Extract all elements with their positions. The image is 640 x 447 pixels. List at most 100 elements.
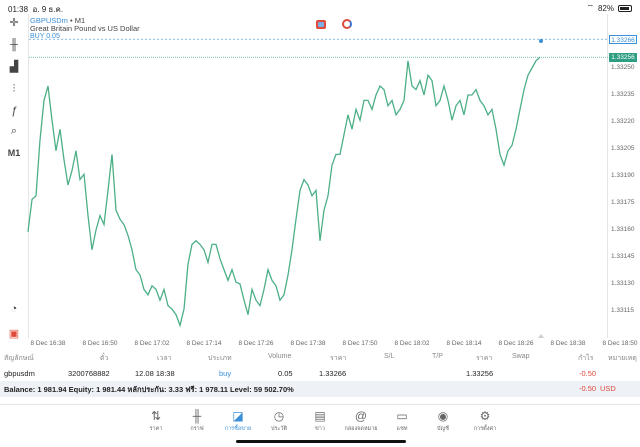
header-tp: T/P [432,353,443,360]
mail-icon: @ [354,409,368,423]
cell-open-price: 1.33266 [319,369,347,378]
indicators-icon[interactable]: ▟ [9,61,19,73]
price-line [27,56,541,328]
header-symbol: สัญลักษณ์ [4,355,34,362]
cell-profit: -0.50 [579,369,597,378]
y-tick-label: 1.33220 [611,118,635,125]
x-tick-label: 8 Dec 18:14 [446,340,482,347]
currency: USD [600,384,616,393]
nav-news[interactable]: ▤ ข่าว [295,409,345,433]
nav-label: ข่าว [315,426,325,432]
cell-price: 1.33256 [466,369,494,378]
header-time: เวลา [157,355,172,362]
x-tick-label: 8 Dec 17:50 [342,340,378,347]
y-tick-label: 1.33160 [611,226,635,233]
balance-bar: Balance: 1 981.94 Equity: 1 981.44 หลักป… [0,381,640,397]
nav-label: ราคา [149,426,163,432]
home-indicator [236,440,406,443]
nav-settings[interactable]: ⚙ การตั้งค่า [460,409,510,433]
x-tick-label: 8 Dec 17:38 [290,340,326,347]
nav-label: ประวัติ [270,426,288,432]
header-ticket: ตั๋ว [100,355,109,362]
cell-type: buy [219,369,232,378]
chart-symbol: GBPUSDm • M1 [30,16,86,25]
nav-label: แชท [396,426,408,432]
chart-svg [27,38,608,338]
y-tick-label: 1.33190 [611,172,635,179]
nav-chart[interactable]: ╫ กราฟ [172,409,222,433]
x-tick-label: 8 Dec 18:50 [602,340,638,347]
account-icon: ◉ [437,409,449,423]
header-swap: Swap [512,353,530,360]
candles-icon: ╫ [192,409,202,423]
cell-ticket: 3200768882 [68,369,110,378]
header-volume: Volume [268,353,292,360]
balance-summary: Balance: 1 981.94 Equity: 1 981.44 หลักป… [4,385,294,394]
nav-quotes[interactable]: ⇅ ราคา [131,409,181,433]
trade-chart-icon: ◪ [232,409,244,423]
nav-account[interactable]: ◉ บัญชี [418,409,468,433]
x-tick-label: 8 Dec 18:38 [550,340,586,347]
status-time: 01:38 อ. 9 ธ.ค. [8,5,64,14]
crosshair-icon[interactable]: ✛ [9,17,19,29]
symbol-description: Great Britain Pound vs US Dollar [30,24,140,33]
function-icon[interactable]: ƒ [10,105,18,117]
x-tick-label: 8 Dec 18:26 [498,340,534,347]
trade-panel-icon[interactable] [316,20,326,29]
order-label: BUY 0.05 [30,33,60,40]
nav-label: การตั้งค่า [473,426,497,432]
y-tick-label: 1.33250 [611,64,635,71]
nav-history[interactable]: ◷ ประวัติ [254,409,304,433]
y-tick-label: 1.33130 [611,280,635,287]
nav-label: การซื้อขาย [224,426,252,432]
cell-symbol: gbpusdm [4,369,35,378]
nav-chat[interactable]: ▭ แชท [377,409,427,433]
y-tick-label: 1.33145 [611,253,635,260]
bottom-nav: ⇅ ราคา ╫ กราฟ ◪ การซื้อขาย ◷ ประวัติ ▤ ข่าว @… [0,404,640,447]
chat-icon: ▭ [396,409,408,423]
history-icon: ◷ [273,409,285,423]
nav-label: กล่องจดหมาย [344,426,378,432]
price-chart[interactable] [28,14,608,338]
speedometer-icon[interactable]: ◔ [10,303,18,315]
status-bar: 01:38 อ. 9 ธ.ค. ⌔ 82% [0,0,640,14]
signal-icon[interactable] [342,19,352,29]
battery-icon [618,4,632,12]
one-click-trading-icon[interactable]: ▣ [8,328,20,340]
sliders-icon[interactable]: ⫶ [12,83,16,95]
bid-price-tag: 1.33256 [609,53,637,62]
total-profit: -0.50 [579,384,597,393]
objects-icon[interactable]: ⌕ [10,125,18,137]
position-row[interactable]: gbpusdm 3200768882 12.08 18:38 buy 0.05 … [0,366,640,380]
order-marker [539,39,543,43]
y-tick-label: 1.33175 [611,199,635,206]
x-tick-label: 8 Dec 17:02 [134,340,170,347]
news-icon: ▤ [314,409,326,423]
ask-price-tag: 1.33266 [609,35,637,44]
positions-header: สัญลักษณ์ ตั๋ว เวลา ประเภท Volume ราคา S… [0,350,640,364]
cell-time: 12.08 18:38 [135,369,175,378]
header-sl: S/L [384,353,395,360]
arrows-icon: ⇅ [150,409,162,423]
cell-volume: 0.05 [278,369,293,378]
header-profit: กำไร [578,355,594,362]
x-tick-label: 8 Dec 17:26 [238,340,274,347]
nav-mailbox[interactable]: @ กล่องจดหมาย [336,409,386,433]
x-tick-label: 8 Dec 17:14 [186,340,222,347]
nav-trade[interactable]: ◪ การซื้อขาย [213,409,263,433]
timeframe-button[interactable]: M1 [7,148,21,158]
x-tick-label: 8 Dec 16:38 [30,340,66,347]
header-type: ประเภท [208,355,232,362]
y-tick-label: 1.33205 [611,145,635,152]
nav-label: บัญชี [437,426,449,432]
y-tick-label: 1.33115 [611,307,635,314]
candles-icon[interactable]: ╫ [10,39,18,51]
x-tick-label: 8 Dec 18:02 [394,340,430,347]
y-tick-label: 1.33235 [611,91,635,98]
scroll-marker[interactable] [538,334,544,338]
header-open-price: ราคา [330,355,347,362]
header-price: ราคา [476,355,493,362]
battery-percent: 82% [597,3,614,13]
wifi-icon: ⌔ [586,3,594,12]
gear-icon: ⚙ [479,409,491,423]
